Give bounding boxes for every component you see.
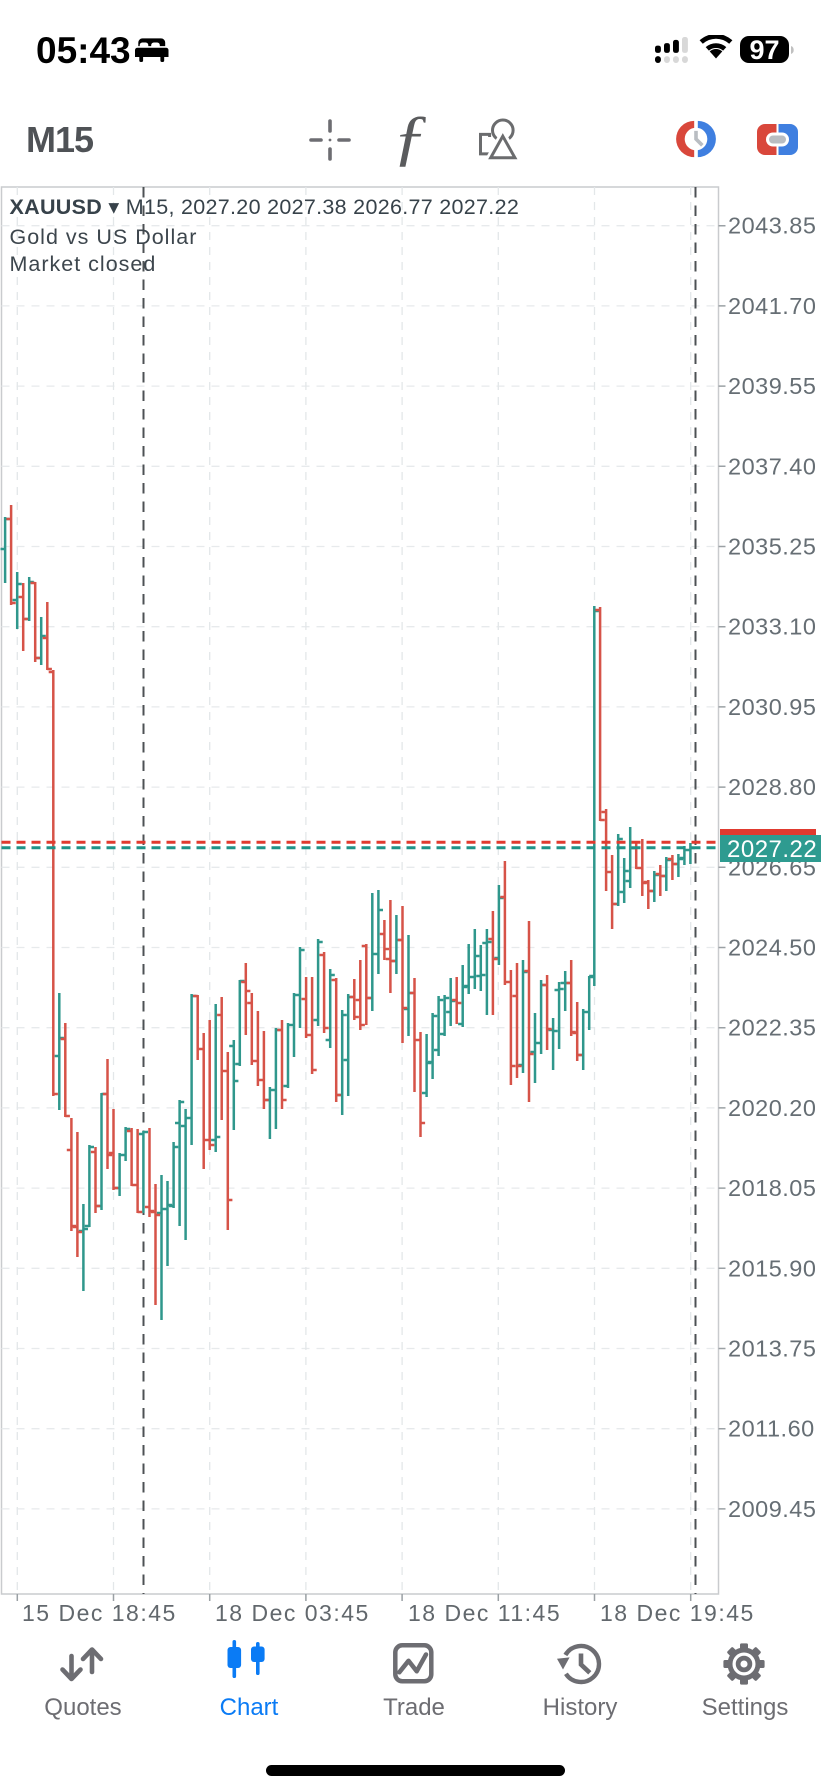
svg-text:2027.22: 2027.22 (727, 836, 817, 863)
svg-text:2033.10: 2033.10 (728, 614, 816, 640)
svg-text:18 Dec 11:45: 18 Dec 11:45 (408, 1600, 561, 1626)
svg-text:2043.85: 2043.85 (728, 213, 816, 239)
svg-text:2011.60: 2011.60 (728, 1416, 815, 1442)
svg-text:2009.45: 2009.45 (728, 1496, 816, 1522)
svg-text:2030.95: 2030.95 (728, 694, 816, 720)
svg-text:Market closed: Market closed (10, 252, 157, 276)
svg-text:2018.05: 2018.05 (728, 1175, 816, 1201)
svg-text:2037.40: 2037.40 (728, 453, 816, 479)
svg-text:2015.90: 2015.90 (728, 1255, 816, 1281)
svg-text:2035.25: 2035.25 (728, 534, 816, 560)
svg-text:2024.50: 2024.50 (728, 935, 816, 961)
svg-text:2013.75: 2013.75 (728, 1336, 816, 1362)
svg-text:18 Dec 03:45: 18 Dec 03:45 (215, 1600, 370, 1626)
svg-text:2020.20: 2020.20 (728, 1095, 816, 1121)
svg-text:15 Dec 18:45: 15 Dec 18:45 (22, 1600, 177, 1626)
svg-text:XAUUSD ▾ M15, 2027.20 2027.38: XAUUSD ▾ M15, 2027.20 2027.38 2026.77 20… (10, 195, 520, 219)
svg-text:2039.55: 2039.55 (728, 373, 816, 399)
svg-text:2022.35: 2022.35 (728, 1015, 816, 1041)
svg-text:2028.80: 2028.80 (728, 774, 816, 800)
svg-text:2041.70: 2041.70 (728, 293, 816, 319)
svg-text:Gold vs US Dollar: Gold vs US Dollar (10, 225, 198, 249)
svg-text:18 Dec 19:45: 18 Dec 19:45 (600, 1600, 755, 1626)
